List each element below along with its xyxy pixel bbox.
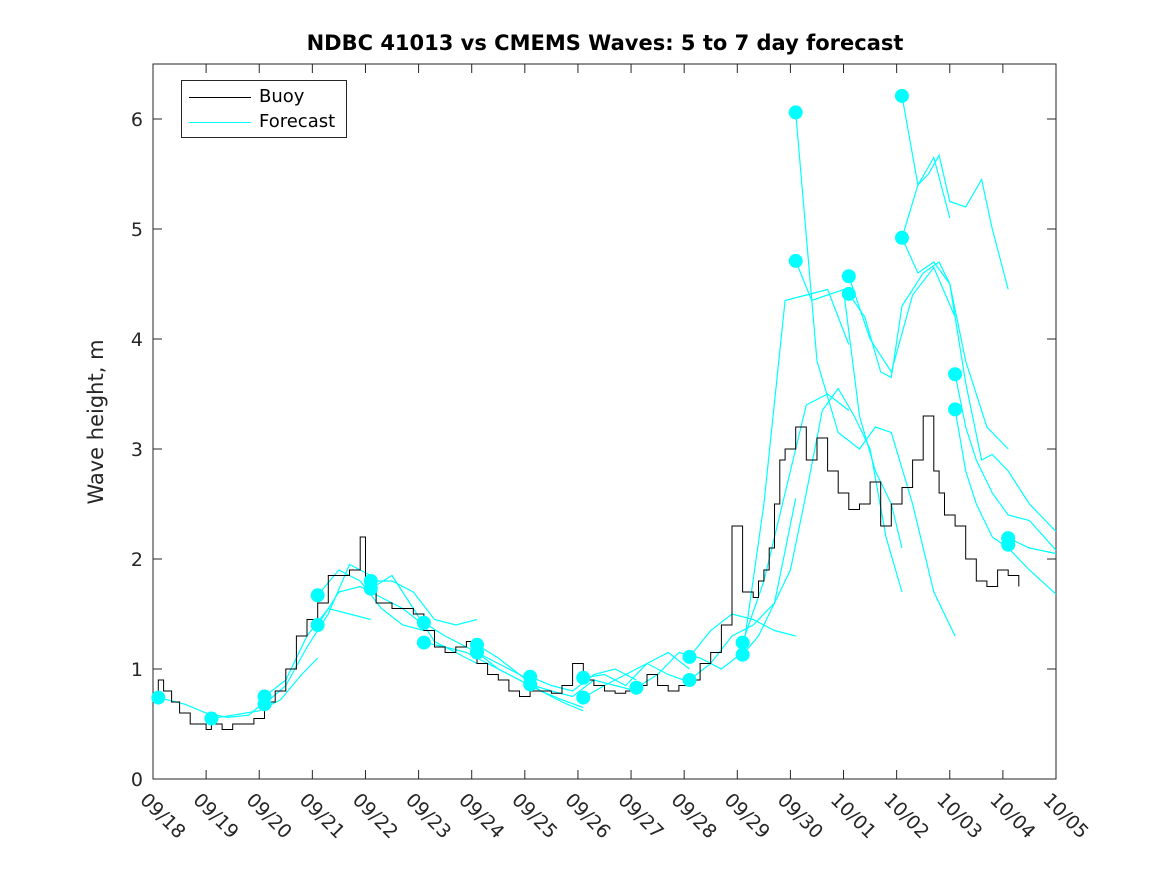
forecast-line [583, 662, 690, 699]
forecast-line [1007, 537, 1057, 555]
x-tick-label: 09/19 [189, 789, 243, 843]
x-tick-label: 09/28 [667, 789, 721, 843]
x-tick-label: 09/18 [135, 789, 189, 843]
forecast-start-marker [894, 230, 909, 245]
y-tick-label: 5 [131, 219, 143, 241]
axes-frame [152, 63, 1057, 780]
forecast-start-marker [788, 253, 803, 268]
forecast-start-marker [576, 690, 591, 705]
legend-entry-forecast: Forecast [182, 110, 346, 134]
forecast-start-marker [948, 402, 963, 417]
forecast-line [848, 266, 956, 374]
x-tick-label: 09/26 [560, 789, 614, 843]
x-tick-label: 09/25 [507, 789, 561, 843]
forecast-start-marker [257, 697, 272, 712]
x-tick-label: 09/22 [348, 789, 402, 843]
forecast-line [901, 155, 951, 238]
forecast-start-markers [151, 88, 1016, 726]
x-tick-label: 10/05 [1038, 789, 1092, 843]
forecast-start-marker [735, 647, 750, 662]
forecast-line [264, 563, 372, 705]
forecast-line [370, 580, 478, 626]
legend-entry-buoy: Buoy [182, 85, 346, 109]
forecast-start-marker [470, 645, 485, 660]
tick-marks [152, 64, 1057, 780]
forecast-line [689, 498, 797, 681]
forecast-line [901, 95, 1009, 290]
forecast-start-marker [310, 588, 325, 603]
forecast-start-marker [629, 680, 644, 695]
forecast-start-marker [151, 690, 166, 705]
forecast-line [583, 651, 690, 687]
x-tick-label: 10/01 [826, 789, 880, 843]
forecast-line [795, 260, 903, 549]
y-tick-label: 3 [131, 439, 143, 461]
y-tick-label: 1 [131, 659, 143, 681]
chart-title: NDBC 41013 vs CMEMS Waves: 5 to 7 day fo… [306, 31, 904, 55]
y-tick-label: 6 [131, 109, 143, 131]
forecast-line [848, 261, 1009, 450]
forecast-start-marker [416, 635, 431, 650]
buoy-line [153, 415, 1020, 730]
forecast-start-marker [310, 618, 325, 632]
legend-label-buoy: Buoy [259, 86, 305, 107]
forecast-start-marker [416, 615, 431, 630]
forecast-line [689, 613, 796, 658]
x-tick-label: 09/20 [242, 789, 296, 843]
x-tick-label: 10/03 [932, 789, 986, 843]
forecast-line [795, 112, 956, 637]
buoy-series [153, 415, 1020, 730]
x-tick-label: 09/24 [454, 789, 508, 843]
forecast-start-marker [788, 105, 803, 120]
y-tick-label: 4 [131, 329, 143, 351]
x-tick-label: 09/23 [401, 789, 455, 843]
forecast-start-marker [948, 367, 963, 382]
forecast-start-marker [204, 711, 219, 726]
axes-box [152, 63, 1057, 780]
x-tick-label: 09/21 [295, 789, 349, 843]
legend: Buoy Forecast [181, 80, 347, 138]
x-tick-label: 10/02 [879, 789, 933, 843]
forecast-line [901, 237, 1057, 532]
forecast-start-marker [576, 670, 591, 685]
forecast-start-marker [682, 673, 697, 687]
forecast-series [158, 95, 1057, 720]
forecast-start-marker [363, 581, 378, 596]
legend-swatch-buoy [189, 97, 251, 98]
forecast-start-marker [735, 635, 750, 650]
forecast-line [742, 288, 850, 655]
forecast-start-marker [894, 88, 909, 103]
forecast-line [954, 374, 1057, 551]
legend-swatch-forecast [189, 122, 251, 123]
forecast-start-marker [841, 286, 856, 301]
y-tick-label: 0 [131, 769, 143, 791]
x-tick-label: 09/30 [773, 789, 827, 843]
y-tick-label: 2 [131, 549, 143, 571]
forecast-start-marker [523, 677, 538, 692]
legend-label-forecast: Forecast [259, 111, 336, 132]
forecast-start-marker [682, 649, 697, 664]
x-tick-label: 09/29 [720, 789, 774, 843]
y-tick-labels: 0 1 2 3 4 5 6 [131, 109, 143, 791]
x-tick-label: 09/27 [614, 789, 668, 843]
forecast-line [742, 387, 903, 656]
x-tick-labels: 09/1809/1909/2009/2109/2209/2309/2409/25… [135, 789, 1092, 843]
forecast-line [529, 679, 637, 698]
forecast-start-marker [841, 269, 856, 284]
x-tick-label: 10/04 [985, 789, 1039, 843]
forecast-line [954, 409, 1057, 595]
forecast-start-marker [1001, 537, 1016, 552]
